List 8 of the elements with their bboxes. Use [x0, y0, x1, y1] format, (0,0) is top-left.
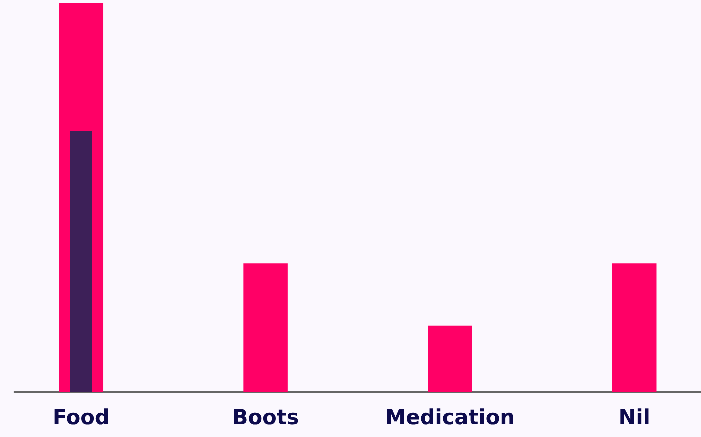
- bar: [612, 264, 657, 392]
- x-tick-label: Boots: [234, 409, 298, 425]
- x-tick-label: Nil: [620, 408, 649, 424]
- x-tick-label: Medication: [387, 408, 514, 425]
- x-tick-label: Food: [54, 408, 108, 425]
- bar: [428, 326, 472, 392]
- bar: [70, 131, 92, 392]
- bar: [244, 264, 288, 392]
